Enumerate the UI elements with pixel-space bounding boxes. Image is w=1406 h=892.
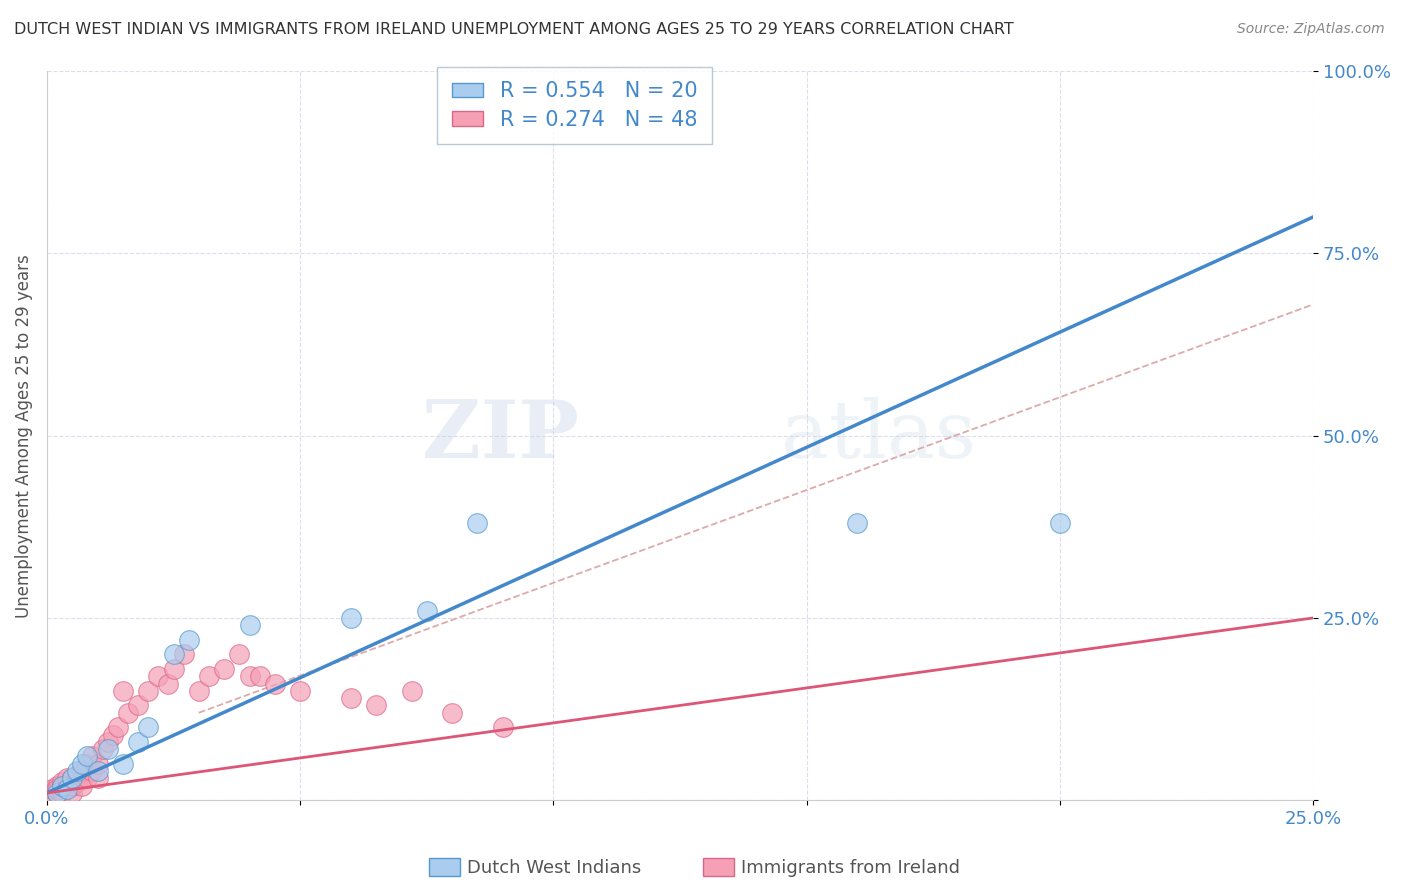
Legend: R = 0.554   N = 20, R = 0.274   N = 48: R = 0.554 N = 20, R = 0.274 N = 48 [437,67,711,145]
Point [72,756,94,771]
Point [56,779,79,793]
Point [82,764,104,778]
Point [60,772,83,786]
Point [111,683,134,698]
Text: ZIP: ZIP [422,397,579,475]
Point [173,648,195,662]
Point [117,706,139,720]
Point [441,706,464,720]
Point [60,779,83,793]
Point [82,749,104,764]
Point [46,779,69,793]
Point [51,779,73,793]
Point [198,669,221,683]
Point [76,756,98,771]
Point [60,772,83,786]
Point [467,516,489,530]
Point [51,775,73,789]
Point [46,786,69,800]
Point [157,676,180,690]
Point [136,720,159,734]
Point [263,676,285,690]
Point [238,618,260,632]
Point [187,683,209,698]
Y-axis label: Unemployment Among Ages 25 to 29 years: Unemployment Among Ages 25 to 29 years [15,253,32,617]
Point [60,786,83,800]
Point [1049,516,1071,530]
Point [492,720,515,734]
Point [86,756,108,771]
Point [127,698,149,713]
Point [76,749,98,764]
Point [56,782,79,797]
Point [416,604,439,618]
Text: Source: ZipAtlas.com: Source: ZipAtlas.com [1237,22,1385,37]
Point [340,691,363,706]
Point [228,648,250,662]
Point [91,742,114,756]
Point [66,775,89,789]
Point [127,735,149,749]
Point [56,772,79,786]
Point [101,728,124,742]
Point [86,772,108,786]
Point [107,720,129,734]
Point [148,669,170,683]
Point [136,683,159,698]
Point [51,779,73,793]
Point [66,767,89,781]
Point [46,782,69,797]
Point [177,632,200,647]
Point [72,779,94,793]
Point [72,764,94,778]
Point [51,786,73,800]
Point [97,735,120,749]
Point [366,698,388,713]
Point [111,756,134,771]
Text: DUTCH WEST INDIAN VS IMMIGRANTS FROM IRELAND UNEMPLOYMENT AMONG AGES 25 TO 29 YE: DUTCH WEST INDIAN VS IMMIGRANTS FROM IRE… [14,22,1014,37]
Point [41,786,63,800]
Point [46,786,69,800]
Point [288,683,311,698]
Point [76,772,98,786]
Point [249,669,271,683]
Text: Dutch West Indians: Dutch West Indians [467,859,641,877]
Point [66,764,89,778]
Point [846,516,869,530]
Text: atlas: atlas [782,397,977,475]
Point [401,683,423,698]
Point [97,742,120,756]
Point [86,764,108,778]
Point [238,669,260,683]
Text: Immigrants from Ireland: Immigrants from Ireland [741,859,960,877]
Point [340,611,363,625]
Point [41,782,63,797]
Point [162,648,184,662]
Point [162,662,184,676]
Point [212,662,235,676]
